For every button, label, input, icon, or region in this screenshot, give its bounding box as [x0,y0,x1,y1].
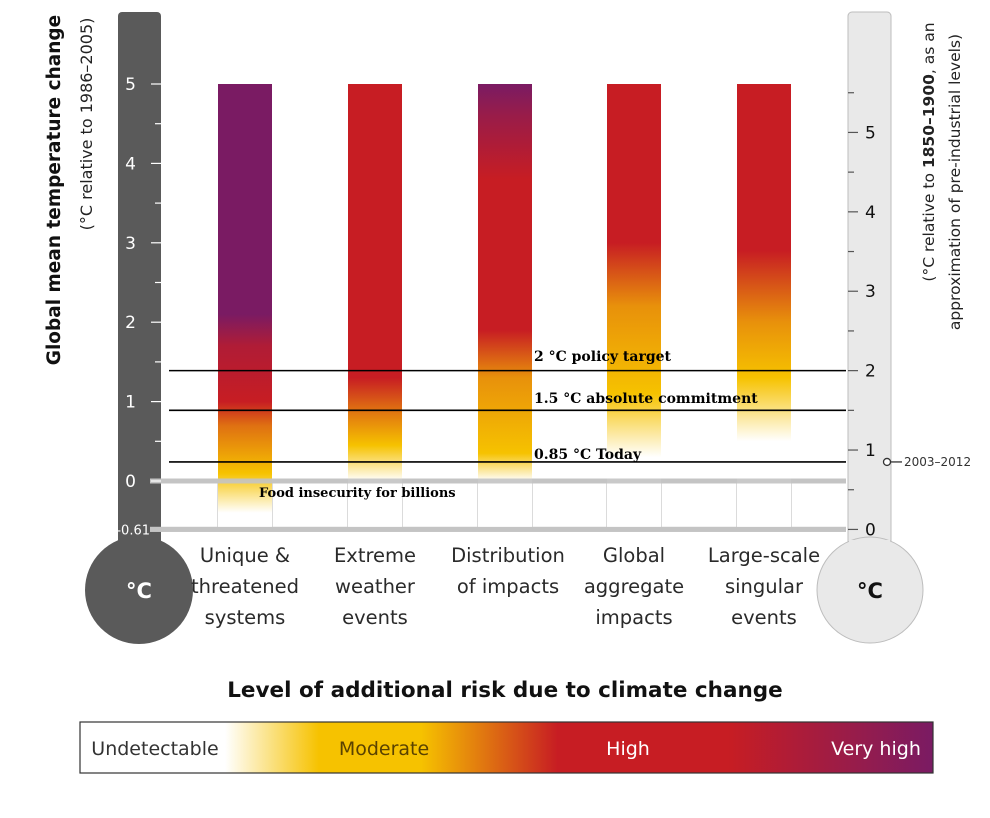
left-axis-title-main: Global mean temperature change [44,15,65,365]
left-unit-label: °C [126,579,152,603]
food-insecurity-annotation: Food insecurity for billions [259,486,456,501]
period-marker-label: 2003–2012 [904,455,971,469]
legend-bar [79,721,934,774]
left-tick-label-1: 1 [125,393,136,413]
category-label-4: Global aggregate impacts [584,544,684,629]
left-tick-label-5: 5 [125,75,136,95]
left-tick-label-3: 3 [125,234,136,254]
left-tick-label-0: 0 [125,472,136,492]
right-axis-title-post: , as an [920,22,938,74]
left-thermometer-bulb [85,536,193,644]
legend-label-2: Moderate [339,738,429,760]
left-thermometer-stem [118,12,161,572]
reference-line-label-1: 2 °C policy target [534,349,672,365]
left-axis-title: Global mean temperature change [44,15,65,365]
left-axis-subtitle: (°C relative to 1986–2005) [77,18,96,231]
right-tick-label-3: 3 [865,282,876,302]
right-axis-title: (°C relative to 1850–1900, as an [920,22,938,281]
risk-bar-1 [218,84,272,530]
category-label-3: Distribution of impacts [451,544,565,598]
right-thermometer-bulb [816,536,924,644]
right-tick-label-2: 2 [865,362,876,382]
right-axis-title-line2: approximation of pre-industrial levels) [946,34,964,330]
right-axis-title-bold: 1850–1900 [920,74,938,168]
legend-label-3: High [606,738,650,760]
right-tick-label-0: 0 [865,520,876,540]
left-tick-label-4: 4 [125,154,136,174]
right-thermometer-neck [849,540,890,560]
reference-line-label-2: 1.5 °C absolute commitment [534,391,758,407]
risk-bar-2 [348,84,402,530]
category-label-2: Extreme weather events [334,544,416,629]
right-tick-label-5: 5 [865,123,876,143]
risk-bar-5 [737,84,791,530]
period-marker [882,457,892,467]
right-tick-label-1: 1 [865,441,876,461]
category-label-5: Large-scale singular events [708,544,820,629]
legend-label-1: Undetectable [91,738,218,760]
reference-line-label-3: 0.85 °C Today [534,447,642,463]
legend-title: Level of additional risk due to climate … [227,678,783,703]
right-axis-title-pre: (°C relative to [920,168,938,281]
risk-bar-3 [478,84,532,530]
left-tick-label-2: 2 [125,313,136,333]
right-tick-label-4: 4 [865,203,876,223]
left-tick-label-min: -0.61 [116,523,150,538]
right-unit-label: °C [857,579,883,603]
category-label-1: Unique & threatened systems [191,544,299,629]
legend-label-4: Very high [831,738,921,760]
risk-bar-4 [607,84,661,530]
